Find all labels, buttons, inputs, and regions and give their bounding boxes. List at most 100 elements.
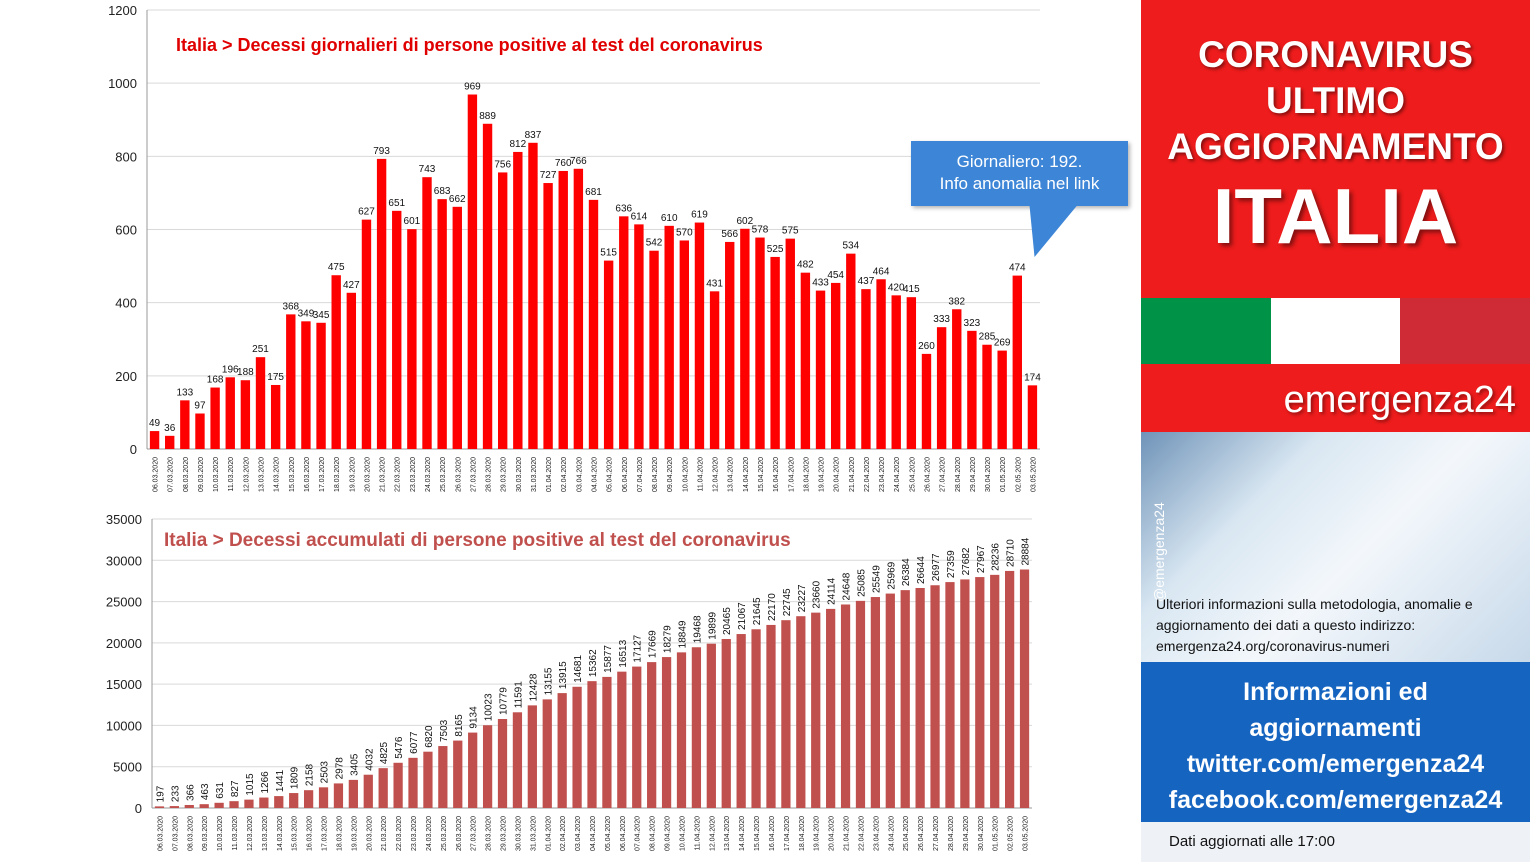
bar: [195, 413, 205, 449]
data-label: 25549: [871, 565, 882, 593]
bar: [423, 751, 433, 808]
bar: [180, 400, 190, 449]
bar: [930, 585, 940, 808]
bar: [407, 229, 417, 449]
bar: [619, 216, 629, 449]
headline-box: CORONAVIRUS ULTIMO AGGIORNAMENTO ITALIA: [1141, 0, 1530, 298]
x-tick-label: 28.03.2020: [486, 457, 493, 492]
x-tick-label: 06.03.2020: [157, 816, 164, 851]
x-tick-label: 13.03.2020: [259, 457, 266, 492]
data-label: 969: [464, 82, 481, 93]
x-tick-label: 19.03.2020: [351, 816, 358, 851]
x-tick-label: 14.03.2020: [274, 457, 281, 492]
bar: [165, 435, 175, 449]
side-panel: CORONAVIRUS ULTIMO AGGIORNAMENTO ITALIA …: [1141, 0, 1530, 862]
data-label: 49: [149, 418, 161, 429]
x-tick-label: 03.04.2020: [575, 816, 582, 851]
data-label: 743: [419, 164, 436, 175]
data-label: 534: [842, 241, 859, 252]
x-tick-label: 19.04.2020: [814, 816, 821, 851]
y-tick-label: 600: [115, 223, 137, 238]
chart-title: Italia > Decessi giornalieri di persone …: [176, 35, 763, 55]
charts-area: 0 200 400 600 800 1000 1200 Italia > Decessi gi…: [105, 3, 1128, 852]
bar: [840, 604, 851, 808]
x-tick-label: 12.03.2020: [243, 457, 250, 492]
x-tick-label: 22.04.2020: [864, 457, 871, 492]
y-tick-label: 1000: [108, 76, 137, 91]
bar: [891, 295, 901, 449]
data-label: 18279: [663, 625, 674, 653]
data-label: 21067: [737, 602, 748, 630]
x-tick-label: 17.03.2020: [319, 457, 326, 492]
x-tick-label: 24.04.2020: [894, 457, 901, 492]
bar: [885, 593, 895, 808]
x-tick-label: 19.03.2020: [349, 457, 356, 492]
bar: [781, 620, 791, 808]
x-tick-label: 27.03.2020: [470, 457, 477, 492]
data-label: 614: [631, 211, 648, 222]
y-tick-label: 30000: [106, 553, 142, 568]
bar: [289, 793, 299, 808]
data-label: 27967: [976, 545, 987, 573]
data-label: 889: [479, 111, 496, 122]
bar: [408, 757, 418, 808]
bar: [915, 587, 925, 808]
bar: [770, 256, 780, 449]
bar: [796, 616, 806, 808]
data-label: 20465: [722, 607, 733, 635]
bar: [661, 657, 672, 808]
bar: [225, 377, 235, 449]
x-tick-label: 24.03.2020: [425, 457, 432, 492]
data-label: 6820: [424, 725, 435, 748]
bar: [997, 350, 1007, 449]
callout-line-1: Giornaliero: 192.: [956, 152, 1083, 171]
data-label: 14681: [573, 655, 584, 683]
data-label: 420: [888, 282, 905, 293]
data-label: 15877: [603, 645, 614, 673]
data-label: 13915: [558, 661, 569, 689]
data-label: 570: [676, 227, 693, 238]
data-label: 474: [1009, 263, 1026, 274]
x-tick-label: 06.03.2020: [153, 457, 160, 492]
x-tick-label: 26.04.2020: [924, 457, 931, 492]
data-label: 260: [918, 341, 935, 352]
data-label: 251: [252, 344, 269, 355]
methodology-note[interactable]: Ulteriori informazioni sulla metodologia…: [1156, 596, 1473, 654]
data-label: 482: [797, 260, 814, 271]
data-label: 269: [994, 338, 1011, 349]
data-label: 8165: [454, 714, 465, 737]
social-line-1: Informazioni ed: [1243, 678, 1428, 706]
data-label: 21645: [752, 597, 763, 625]
bar: [422, 177, 432, 449]
bar: [815, 290, 826, 449]
data-label: 1809: [290, 766, 301, 789]
data-label: 366: [185, 784, 196, 801]
bar: [270, 384, 281, 449]
x-tick-label: 29.04.2020: [970, 457, 977, 492]
data-label: 36: [164, 423, 176, 434]
bar: [318, 787, 329, 808]
bar: [229, 801, 239, 808]
x-tick-label: 28.03.2020: [486, 816, 493, 851]
bar: [558, 170, 568, 449]
x-tick-label: 07.04.2020: [635, 816, 642, 851]
x-tick-label: 15.04.2020: [754, 816, 761, 851]
bar: [527, 705, 537, 808]
bar: [679, 240, 690, 449]
x-tick-label: 23.03.2020: [411, 816, 418, 851]
x-tick-label: 21.03.2020: [380, 457, 387, 492]
bar: [766, 624, 776, 808]
data-label: 627: [358, 207, 375, 218]
x-tick-label: 23.04.2020: [879, 457, 886, 492]
data-label: 175: [267, 372, 284, 383]
data-label: 651: [388, 198, 405, 209]
bar: [602, 676, 612, 808]
data-label: 662: [449, 194, 466, 205]
x-tick-label: 26.03.2020: [455, 457, 462, 492]
data-label: 11591: [513, 681, 524, 709]
twitter-link[interactable]: twitter.com/emergenza24: [1186, 750, 1485, 778]
data-label: 28236: [991, 543, 1002, 571]
bar: [1012, 275, 1022, 449]
bar: [755, 237, 765, 449]
facebook-link[interactable]: facebook.com/emergenza24: [1168, 786, 1503, 814]
